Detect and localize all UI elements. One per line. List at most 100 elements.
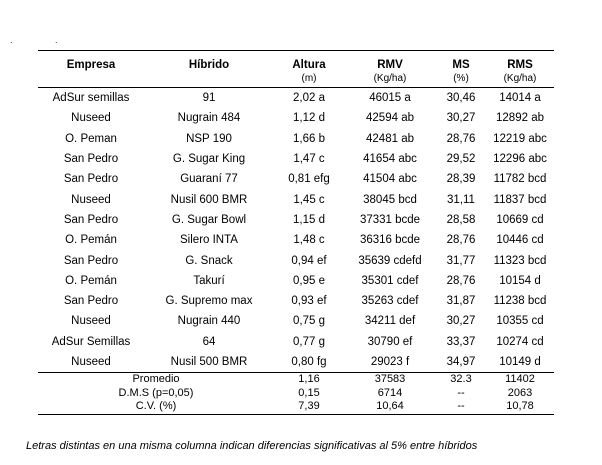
cell-ms: 31,77 [446,254,476,267]
cell-rms: 12892 ab [496,112,544,125]
table-row: San Pedro G. Sugar King 1,47 c 41654 abc 29,… [38,149,554,169]
cell-rmv: 38045 bcd [363,193,417,206]
cell-hibrido: Nusil 600 BMR [170,193,248,206]
table-row: San Pedro G. Sugar Bowl 1,15 d 37331 bcde 28… [38,210,554,230]
cell-empresa: Nuseed [71,112,111,125]
summary-rmv: 10,64 [344,400,436,415]
cell-ms: 28,58 [446,213,476,226]
summary-ms: -- [436,400,486,415]
header-ms: MS [436,50,486,73]
summary-label: Promedio [38,372,274,387]
table-row: Nuseed Nusil 600 BMR 1,45 c 38045 bcd 31,11 1… [38,189,554,209]
summary-altura: 1,16 [274,372,344,387]
unit-empresa [38,73,144,88]
header-rmv: RMV [344,50,436,73]
cell-empresa: AdSur semillas [52,92,130,105]
summary-ms: -- [457,386,465,399]
cell-altura: 0,93 ef [291,295,327,308]
table-body: AdSur semillas 91 2,02 a 46015 a 30,46 14014 … [38,88,554,373]
summary-label: C.V. (%) [38,400,274,415]
table-row: Nuseed Nugrain 440 0,75 g 34211 def 30,27 103… [38,311,554,331]
cell-hibrido: Guaraní 77 [180,173,238,186]
cell-empresa: San Pedro [63,213,119,226]
cell-rmv: 36316 bcde [359,234,421,247]
cell-empresa: San Pedro [63,295,119,308]
results-table: Empresa Híbrido Altura RMV MS RMS (m) (K… [38,50,554,415]
table-row: O. Pemán Silero INTA 1,48 c 36316 bcde 28,76… [38,230,554,250]
cell-altura: 2,02 a [293,92,325,105]
header-row: Empresa Híbrido Altura RMV MS RMS [38,50,554,73]
table-row: Nuseed Nugrain 484 1,12 d 42594 ab 30,27 1289… [38,108,554,128]
cell-rms: 14014 a [499,92,541,105]
cell-hibrido: G. Snack [185,254,233,267]
cell-ms: 31,11 [447,193,475,206]
unit-rms: (Kg/ha) [486,73,554,88]
cell-rmv: 46015 a [369,92,411,105]
table-row: O. Pemán Takurí 0,95 e 35301 cdef 28,76 10154… [38,271,554,291]
cell-empresa: O. Pemán [65,234,117,247]
cell-rmv: 35301 cdef [361,274,419,287]
cell-empresa: Nuseed [71,315,111,328]
table-row: AdSur Semillas 64 0,77 g 30790 ef 33,37 10274… [38,332,554,352]
cell-rmv: 29023 f [370,356,410,368]
cell-altura: 1,66 b [293,132,325,145]
stray-dots: . . [10,35,78,45]
cell-rms: 11238 bcd [493,295,547,308]
cell-hibrido: Nugrain 440 [177,315,241,328]
cell-hibrido: Silero INTA [180,234,238,247]
unit-hibrido [144,73,274,88]
summary-ms: 32.3 [436,372,486,387]
cell-empresa: O. Pemán [65,274,117,287]
cell-empresa: San Pedro [63,153,119,166]
summary-body: Promedio 1,16 37583 32.3 11402 D.M.S (p=0,05)… [38,372,554,415]
header-rms: RMS [486,50,554,73]
cell-rms: 12296 abc [493,153,547,166]
table-row: AdSur semillas 91 2,02 a 46015 a 30,46 14014 … [38,88,554,109]
summary-rms: 2063 [507,386,533,399]
cell-rmv: 41654 abc [363,153,417,166]
table-row: San Pedro G. Snack 0,94 ef 35639 cdefd 31,77… [38,250,554,270]
unit-rmv: (Kg/ha) [344,73,436,88]
cell-empresa: O. Peman [65,132,117,145]
summary-altura: 7,39 [274,400,344,415]
cell-rmv: 41504 abc [363,173,417,186]
cell-empresa: San Pedro [63,254,119,267]
header-empresa: Empresa [38,50,144,73]
cell-hibrido: G. Sugar Bowl [171,213,247,226]
cell-rms: 10669 cd [496,213,544,226]
cell-rms: 10154 d [499,274,541,287]
table-row: San Pedro Guaraní 77 0,81 efg 41504 abc 28,3… [38,169,554,189]
cell-rms: 12219 abc [493,132,547,145]
cell-rmv: 34211 def [364,315,416,328]
summary-row: D.M.S (p=0,05) 0,15 6714 -- 2063 [38,387,554,401]
cell-altura: 1,15 d [293,213,325,226]
cell-hibrido: G. Sugar King [172,153,246,166]
cell-rmv: 35263 cdef [361,295,419,308]
header-hibrido: Híbrido [144,50,274,73]
cell-rms: 10355 cd [496,315,544,328]
cell-ms: 28,39 [446,173,476,186]
cell-rmv: 42481 ab [366,132,414,145]
header-altura: Altura [274,50,344,73]
cell-empresa: San Pedro [63,173,119,186]
footnote: Letras distintas en una misma columna in… [26,440,478,452]
cell-ms: 33,37 [446,335,476,348]
table-row: O. Peman NSP 190 1,66 b 42481 ab 28,76 12219 … [38,129,554,149]
summary-altura: 0,15 [298,386,320,399]
cell-ms: 30,27 [446,315,476,328]
unit-altura: (m) [274,73,344,88]
cell-hibrido: Nugrain 484 [177,112,241,125]
table-row: San Pedro G. Supremo max 0,93 ef 35263 cdef… [38,291,554,311]
cell-empresa: Nuseed [71,356,111,368]
cell-rmv: 30790 ef [367,335,413,348]
cell-ms: 30,46 [446,92,476,105]
cell-rms: 11782 bcd [493,173,547,186]
cell-hibrido: 64 [202,335,216,348]
cell-ms: 31,87 [446,295,476,308]
cell-rmv: 42594 ab [366,112,414,125]
cell-altura: 0,80 fg [291,356,327,368]
cell-altura: 1,48 c [293,234,325,247]
cell-hibrido: NSP 190 [186,132,232,145]
summary-label: D.M.S (p=0,05) [118,386,194,399]
cell-ms: 29,52 [446,153,476,166]
